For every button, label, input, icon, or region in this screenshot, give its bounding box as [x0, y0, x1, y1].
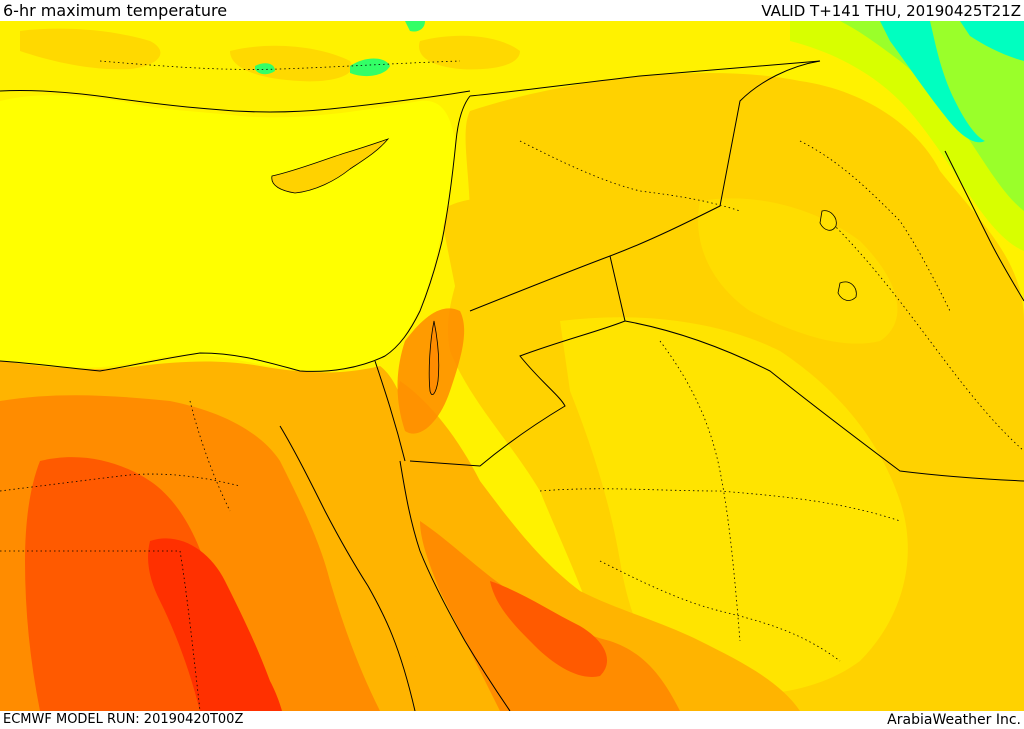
valid-time: VALID T+141 THU, 20190425T21Z: [761, 2, 1021, 20]
turkey-orange-patches: [20, 28, 520, 82]
border-egypt-israel: [374, 360, 406, 462]
cyprus-island: [271, 138, 390, 194]
coastline-turkey: [0, 89, 471, 113]
region-yellow-iraq: [698, 198, 898, 344]
region-light-orange-levant: [440, 196, 700, 303]
region-yellow-interior: [560, 317, 908, 695]
border-turkey-syria: [469, 60, 821, 97]
border-iraq-saudi: [624, 320, 1024, 482]
region-red-saudi: [490, 581, 608, 677]
admin-boundaries: [0, 60, 1024, 711]
temperature-map: [0, 21, 1024, 711]
border-syria-iraq: [469, 60, 821, 312]
model-run-label: ECMWF MODEL RUN: 20190420T00Z: [3, 712, 244, 727]
credit-label: ArabiaWeather Inc.: [887, 712, 1021, 728]
turkey-region: [0, 21, 1024, 106]
dead-sea: [428, 320, 440, 395]
map-header: 6-hr maximum temperature VALID T+141 THU…: [0, 0, 1024, 21]
coastline-med-south: [0, 95, 471, 372]
lake-tharthar: [819, 210, 837, 231]
map-title: 6-hr maximum temperature: [3, 1, 228, 20]
mediterranean-sea: [0, 95, 455, 371]
zagros-green-inner: [840, 21, 1024, 211]
map-footer: ECMWF MODEL RUN: 20190420T00Z ArabiaWeat…: [0, 711, 1024, 729]
turkey-green-spots: [255, 21, 425, 77]
coastline-red-sea-west: [279, 425, 416, 711]
border-jordan-saudi: [409, 255, 626, 467]
zagros-cyan: [880, 21, 1024, 143]
coastline-red-sea-east: [399, 460, 511, 711]
region-dark-orange-hejaz: [420, 521, 680, 711]
region-red: [148, 538, 282, 711]
lake-habbaniyah: [837, 281, 857, 301]
coastline-gulf: [944, 150, 1024, 302]
